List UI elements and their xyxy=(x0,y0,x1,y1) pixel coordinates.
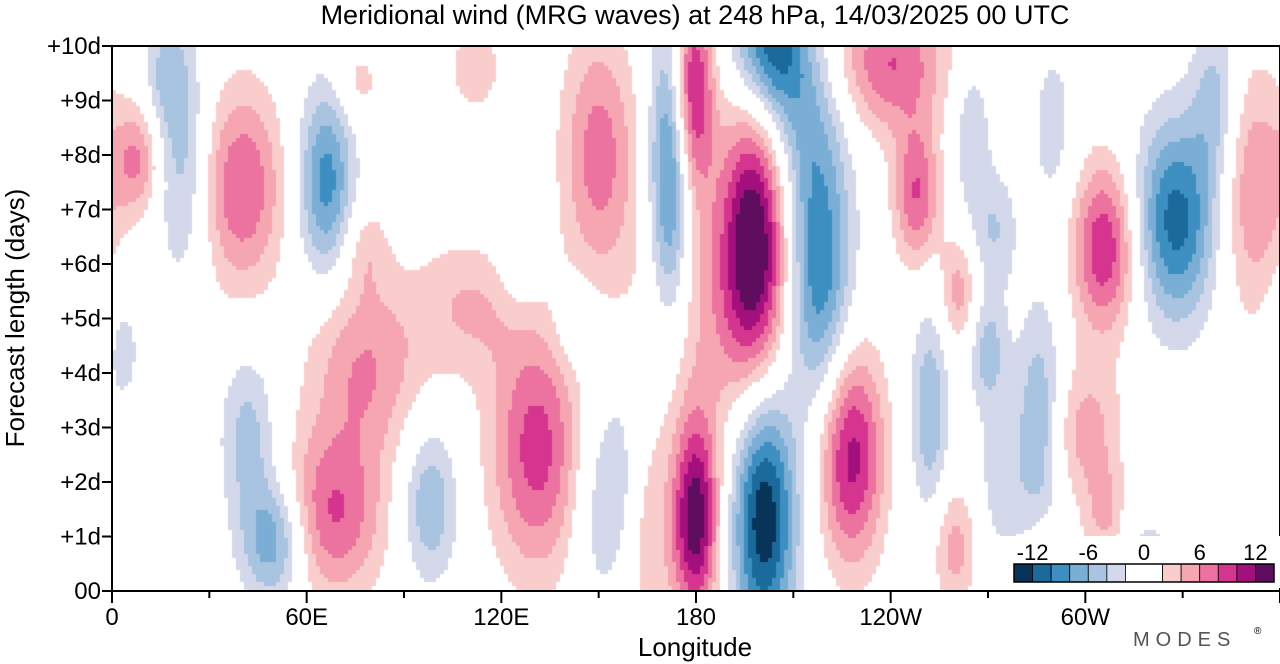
y-tick-label: 00 xyxy=(74,578,101,605)
modes-watermark: MODES xyxy=(1133,629,1236,651)
colorbar-swatch xyxy=(1125,563,1163,583)
colorbar-swatch xyxy=(1162,563,1182,583)
wind-field-raster xyxy=(112,46,1280,591)
y-tick-label: +2d xyxy=(60,469,101,496)
y-tick-label: +6d xyxy=(60,251,101,278)
x-tick-label: 120W xyxy=(859,604,922,631)
colorbar-swatch xyxy=(1106,563,1126,583)
registered-mark: ® xyxy=(1254,626,1262,637)
colorbar-tick-label: 6 xyxy=(1194,540,1206,565)
y-tick-label: +1d xyxy=(60,524,101,551)
x-axis-label: Longitude xyxy=(638,632,752,662)
y-axis: 00 +1d +2d +3d +4d +5d +6d +7d +8d +9d +10d xyxy=(47,33,112,605)
x-tick-label: 60E xyxy=(285,604,328,631)
colorbar-tick-label: -6 xyxy=(1079,540,1099,565)
x-tick-label: 0 xyxy=(105,604,118,631)
y-tick-label: +7d xyxy=(60,197,101,224)
y-tick-label: +8d xyxy=(60,142,101,169)
colorbar-tick-label: -12 xyxy=(1017,540,1049,565)
colorbar-swatch xyxy=(1050,563,1071,583)
colorbar-swatch xyxy=(1236,563,1256,583)
colorbar-swatch xyxy=(1032,563,1052,583)
chart-title: Meridional wind (MRG waves) at 248 hPa, … xyxy=(321,0,1070,30)
x-tick-label: 120E xyxy=(473,604,529,631)
colorbar-swatch xyxy=(1013,563,1033,583)
colorbar-swatch xyxy=(1255,563,1275,583)
y-tick-label: +5d xyxy=(60,306,101,333)
colorbar-swatch xyxy=(1069,563,1089,583)
colorbar-tick-label: 12 xyxy=(1243,540,1267,565)
colorbar-swatch xyxy=(1087,563,1108,583)
colorbar-swatch xyxy=(1199,563,1219,583)
y-tick-label: +4d xyxy=(60,360,101,387)
colorbar-tick-label: 0 xyxy=(1138,540,1150,565)
x-tick-label: 180 xyxy=(676,604,716,631)
x-axis: 0 60E 120E 180 120W 60W xyxy=(105,591,1280,631)
colorbar-frame xyxy=(1013,563,1275,583)
x-tick-label: 60W xyxy=(1061,604,1111,631)
y-tick-label: +10d xyxy=(47,33,101,60)
y-axis-label: Forecast length (days) xyxy=(0,189,30,448)
wind-field xyxy=(112,46,1280,591)
colorbar-swatch xyxy=(1180,563,1201,583)
colorbar-swatch xyxy=(1217,563,1238,583)
colorbar: -12 -6 0 6 12 xyxy=(1000,536,1280,588)
y-tick-label: +9d xyxy=(60,88,101,115)
y-tick-label: +3d xyxy=(60,415,101,442)
